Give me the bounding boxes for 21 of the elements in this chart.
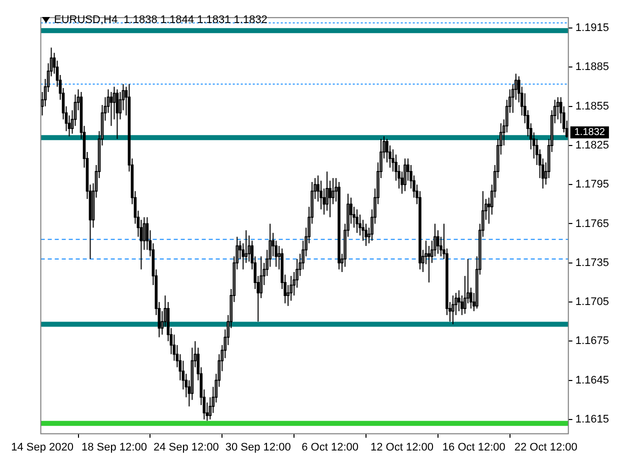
y-tick-label: 1.1765 [575, 218, 610, 230]
x-tick-label: 14 Sep 2020 [11, 441, 74, 454]
y-tick-label: 1.1675 [575, 335, 610, 348]
y-tick-label: 1.1705 [575, 296, 610, 308]
y-tick-label: 1.1825 [575, 139, 610, 152]
y-tick-label: 1.1735 [575, 256, 610, 269]
x-tick-label: 16 Oct 12:00 [442, 441, 506, 454]
text: 1.1832 [574, 127, 606, 138]
x-tick-label: 24 Sep 12:00 [153, 441, 219, 454]
y-tick-label: 1.1915 [575, 22, 610, 34]
x-tick-label: 12 Oct 12:00 [370, 441, 434, 454]
x-tick-label: 22 Oct 12:00 [514, 441, 578, 454]
x-tick-label: 18 Sep 12:00 [81, 441, 147, 454]
y-tick-label: 1.1795 [575, 178, 610, 191]
x-tick-label: 6 Oct 12:00 [302, 441, 358, 454]
y-tick-label: 1.1645 [575, 374, 610, 386]
y-tick-label: 1.1615 [575, 413, 610, 426]
chart-title: EURUSD,H4 1.1838 1.1844 1.1831 1.1832 [54, 14, 268, 26]
y-tick-label: 1.1885 [575, 61, 610, 74]
y-tick-label: 1.1855 [575, 100, 610, 112]
x-tick-label: 30 Sep 12:00 [225, 441, 291, 454]
